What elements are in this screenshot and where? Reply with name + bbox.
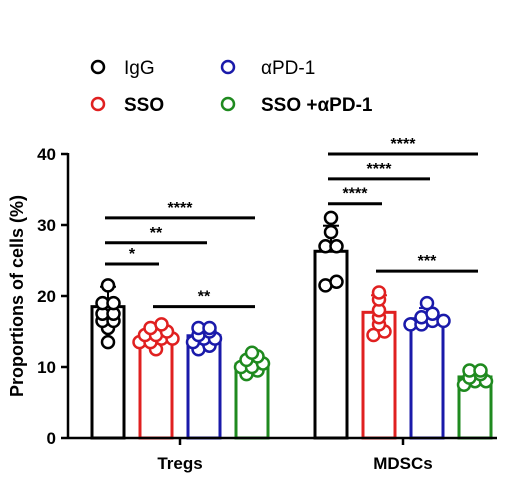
x-axis: Tregs MDSCs: [68, 436, 497, 473]
significance-label: *: [129, 246, 136, 263]
y-tick-label: 40: [37, 145, 56, 164]
x-category-label: Tregs: [157, 454, 202, 473]
legend-label: SSO +αPD-1: [261, 95, 373, 116]
data-point: [154, 317, 169, 332]
legend-label: SSO: [124, 95, 164, 116]
data-point: [323, 210, 339, 226]
significance-label: ****: [367, 161, 393, 178]
data-point: [371, 285, 387, 300]
y-tick-label: 10: [37, 358, 56, 377]
y-tick-label: 0: [47, 429, 56, 448]
significance-brackets: ************************: [105, 136, 478, 309]
significance-label: **: [198, 289, 211, 306]
significance-label: ***: [418, 253, 437, 270]
y-axis: 0 10 20 30 40: [37, 145, 70, 448]
data-points: [95, 210, 494, 392]
data-point: [323, 224, 339, 240]
y-axis-label: Proportions of cells (%): [7, 195, 27, 397]
significance-label: **: [150, 225, 163, 242]
legend-marker: [90, 59, 106, 75]
significance-label: ****: [391, 136, 417, 153]
legend-marker: [220, 96, 236, 112]
data-point: [419, 295, 435, 311]
y-tick-label: 30: [37, 216, 56, 235]
legend-marker: [90, 96, 106, 112]
data-point: [100, 334, 116, 350]
data-point: [100, 278, 116, 293]
data-point: [244, 345, 260, 361]
legend: IgG αPD-1 SSO SSO +αPD-1: [90, 58, 373, 116]
x-category-label: MDSCs: [373, 454, 433, 473]
data-point: [329, 274, 344, 290]
data-point: [473, 363, 488, 378]
significance-label: ****: [343, 186, 369, 203]
significance-label: ****: [168, 200, 194, 217]
data-point: [329, 239, 344, 254]
legend-label: αPD-1: [261, 58, 315, 79]
legend-marker: [220, 59, 236, 75]
y-tick-label: 20: [37, 287, 56, 306]
bar: [409, 317, 445, 440]
data-point: [436, 313, 451, 329]
data-point: [202, 320, 217, 336]
data-point: [106, 295, 121, 311]
legend-label: IgG: [124, 58, 155, 79]
